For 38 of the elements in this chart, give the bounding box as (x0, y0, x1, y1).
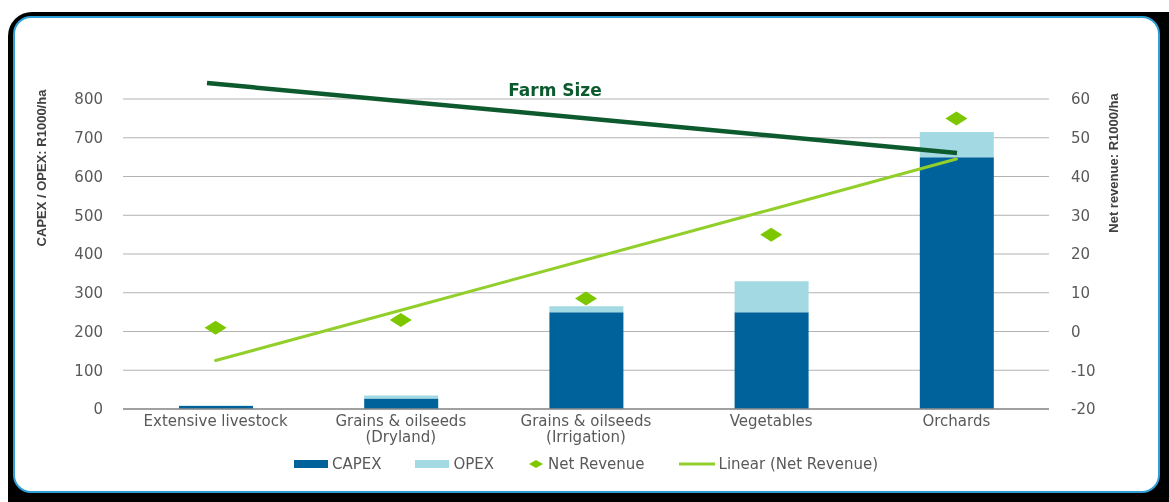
y-tick-label: 700 (74, 129, 103, 148)
x-tick-label: Grains & oilseeds (Irrigation) (520, 412, 652, 446)
y2-tick-label: 0 (1071, 322, 1081, 341)
legend-label: OPEX (453, 455, 495, 473)
x-tick-label: Grains & oilseeds (Dryland) (335, 412, 467, 446)
y2-tick-label: 10 (1071, 284, 1091, 303)
bar (919, 157, 994, 409)
y-tick-label: 200 (74, 322, 103, 341)
y-tick-label: 100 (74, 361, 103, 380)
y-axis-title: CAPEX / OPEX: R1000/ha (34, 88, 49, 247)
y2-tick-label: 30 (1071, 206, 1091, 225)
y-tick-label: 300 (74, 284, 103, 303)
y2-tick-label: -10 (1071, 361, 1096, 380)
x-tick-label: Extensive livestock (143, 412, 288, 430)
bar (549, 312, 624, 409)
y2-tick-label: 40 (1071, 167, 1091, 186)
y2-tick-label: -20 (1071, 400, 1096, 419)
bar (734, 281, 809, 313)
x-tick-label: Orchards (922, 412, 991, 430)
y-tick-label: 800 (74, 90, 103, 109)
y2-axis-title: Net revenue: R1000/ha (1106, 92, 1121, 233)
legend-label: CAPEX (331, 455, 382, 473)
y-tick-label: 400 (74, 245, 103, 264)
bar (919, 131, 994, 158)
bar (549, 306, 624, 313)
annotation: Farm Size (508, 80, 602, 100)
legend-label: Linear (Net Revenue) (718, 455, 879, 473)
bar (734, 312, 809, 409)
y-tick-label: 500 (74, 206, 103, 225)
bar (364, 395, 439, 399)
y2-tick-label: 50 (1071, 129, 1091, 148)
y2-tick-label: 20 (1071, 245, 1091, 264)
line-series (214, 157, 958, 363)
legend-label: Net Revenue (548, 455, 645, 473)
y-tick-label: 0 (93, 400, 103, 419)
y2-tick-label: 60 (1071, 90, 1091, 109)
y-tick-label: 600 (74, 167, 103, 186)
x-tick-label: Vegetables (729, 412, 813, 430)
